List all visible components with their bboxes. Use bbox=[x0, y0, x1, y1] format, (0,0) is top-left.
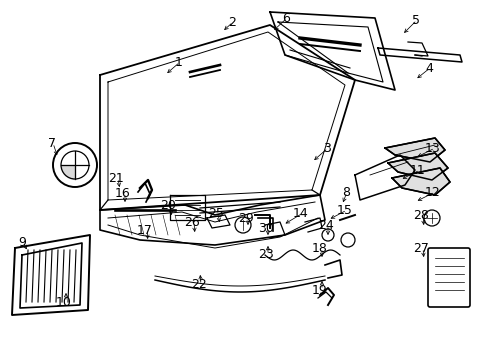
Text: 2: 2 bbox=[227, 15, 235, 28]
Text: 10: 10 bbox=[56, 296, 72, 309]
Text: 29: 29 bbox=[238, 212, 253, 225]
Text: 11: 11 bbox=[409, 163, 425, 176]
Text: 9: 9 bbox=[18, 235, 26, 248]
Polygon shape bbox=[384, 138, 444, 162]
Text: 22: 22 bbox=[191, 279, 206, 292]
Text: 25: 25 bbox=[207, 207, 224, 220]
Text: 13: 13 bbox=[424, 141, 440, 154]
Text: 6: 6 bbox=[282, 12, 289, 24]
Text: 27: 27 bbox=[412, 242, 428, 255]
Text: 17: 17 bbox=[137, 224, 153, 237]
Text: 28: 28 bbox=[412, 208, 428, 221]
Polygon shape bbox=[391, 168, 449, 195]
Text: 5: 5 bbox=[411, 14, 419, 27]
Text: 18: 18 bbox=[311, 242, 327, 255]
Text: 7: 7 bbox=[48, 136, 56, 149]
Text: 16: 16 bbox=[115, 186, 130, 199]
Text: 21: 21 bbox=[108, 171, 123, 185]
Text: 20: 20 bbox=[160, 198, 176, 212]
Polygon shape bbox=[387, 153, 447, 180]
Text: 1: 1 bbox=[175, 55, 183, 68]
Text: 12: 12 bbox=[424, 185, 440, 198]
Text: 4: 4 bbox=[424, 62, 432, 75]
Text: 14: 14 bbox=[292, 207, 308, 220]
Text: 30: 30 bbox=[258, 221, 273, 234]
Text: 15: 15 bbox=[336, 203, 352, 216]
Text: 19: 19 bbox=[311, 284, 327, 297]
Text: 23: 23 bbox=[258, 248, 273, 261]
Text: 8: 8 bbox=[341, 185, 349, 198]
Text: 24: 24 bbox=[317, 219, 333, 231]
Text: 26: 26 bbox=[183, 216, 199, 229]
Text: 3: 3 bbox=[323, 141, 330, 154]
